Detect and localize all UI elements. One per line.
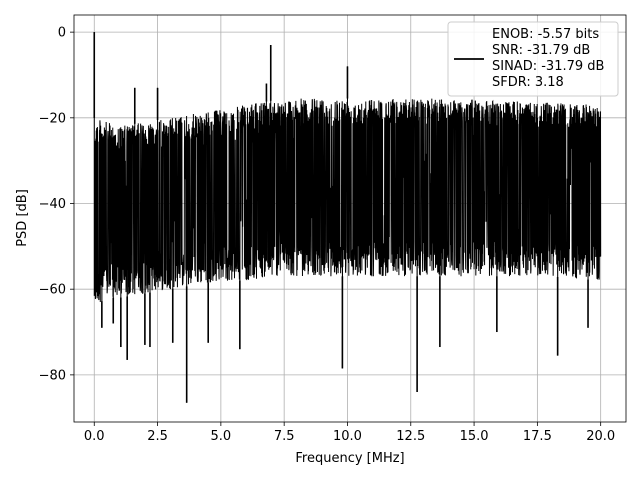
legend-entry-label: ENOB: -5.57 bits SNR: -31.79 dB SINAD: -31… xyxy=(492,27,604,90)
plot-area xyxy=(93,32,602,403)
y-tick-label: −40 xyxy=(39,197,66,212)
y-tick-label: −80 xyxy=(39,368,66,383)
legend-line: ENOB: -5.57 bits xyxy=(492,27,599,42)
ticks: 0.0 2.5 5.0 7.5 10.0 12.5 15.0 17.5 20.0 0 −20 −40 −… xyxy=(39,26,616,444)
y-tick-label: −20 xyxy=(39,111,66,126)
x-axis-label: Frequency [MHz] xyxy=(295,451,404,466)
x-tick-label: 15.0 xyxy=(460,429,489,444)
y-tick-label: −60 xyxy=(39,283,66,298)
x-tick-label: 10.0 xyxy=(333,429,362,444)
legend-line: SFDR: 3.18 xyxy=(492,75,564,90)
y-axis-label: PSD [dB] xyxy=(15,189,30,247)
x-tick-label: 12.5 xyxy=(396,429,425,444)
legend-box xyxy=(447,21,619,97)
x-tick-label: 5.0 xyxy=(211,429,232,444)
x-tick-label: 2.5 xyxy=(147,429,168,444)
legend-line: SNR: -31.79 dB xyxy=(492,43,590,58)
y-tick-label: 0 xyxy=(58,26,66,41)
legend-line: SINAD: -31.79 dB xyxy=(492,59,604,74)
x-tick-label: 7.5 xyxy=(274,429,295,444)
x-tick-label: 0.0 xyxy=(84,429,105,444)
legend: ENOB: -5.57 bits SNR: -31.79 dB SINAD: -31… xyxy=(447,21,619,97)
psd-series-line xyxy=(93,32,602,403)
x-tick-label: 20.0 xyxy=(586,429,615,444)
series-layer xyxy=(93,32,602,403)
axes-frame xyxy=(73,14,627,423)
x-tick-label: 17.5 xyxy=(523,429,552,444)
